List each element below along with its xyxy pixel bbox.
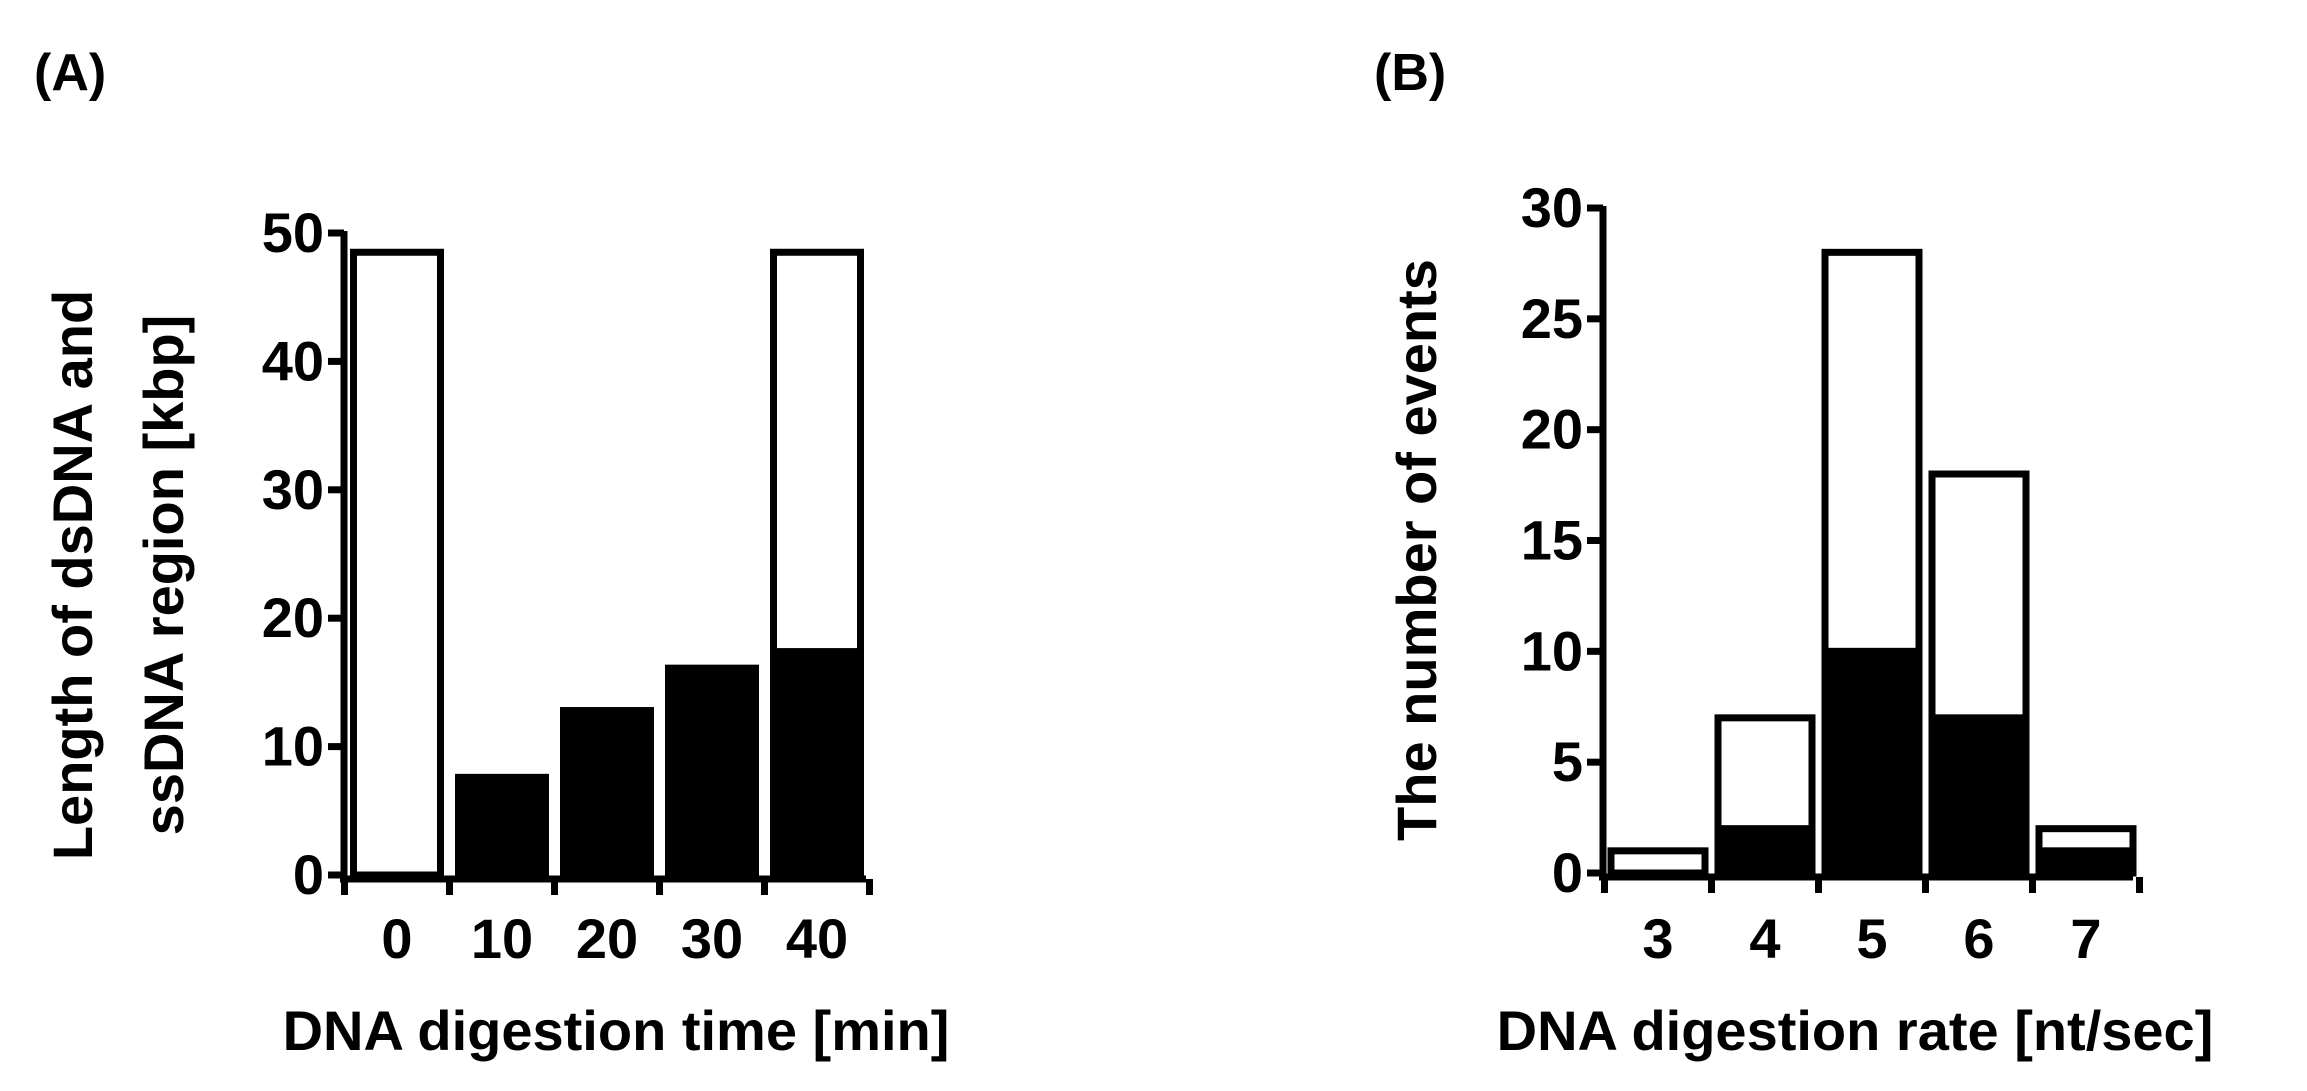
y-tick-label-40: 40 [262, 329, 324, 392]
x-axis: 0 10 20 30 40 [340, 875, 873, 970]
y-axis-label-line-1: Length of dsDNA and [41, 290, 104, 860]
x-tick-label-30: 30 [681, 907, 743, 970]
bars [1607, 248, 2137, 877]
bar-7-filled [2035, 847, 2137, 877]
y-tick-label-50: 50 [262, 201, 324, 264]
y-axis: 0 10 20 30 40 50 [262, 201, 348, 906]
y-tick-label-10: 10 [1521, 619, 1583, 682]
x-tick-label-6: 6 [1963, 907, 1994, 970]
x-tick-label-3: 3 [1642, 907, 1673, 970]
y-tick-label-10: 10 [262, 715, 324, 778]
x-tick-label-10: 10 [471, 907, 533, 970]
y-axis: 0 5 10 15 20 25 30 [1521, 176, 1607, 904]
x-tick-label-7: 7 [2070, 907, 2101, 970]
panel-label: (A) [34, 44, 106, 102]
bar-5-filled [1821, 647, 1923, 877]
x-axis: 3 4 5 6 7 [1599, 873, 2143, 970]
y-tick-label-30: 30 [1521, 176, 1583, 239]
y-tick-label-20: 20 [1521, 398, 1583, 461]
y-axis-label: The number of events [1385, 259, 1448, 841]
x-tick-label-4: 4 [1749, 907, 1780, 970]
y-tick-label-0: 0 [293, 843, 324, 906]
y-tick-label-0: 0 [1552, 841, 1583, 904]
x-tick-label-5: 5 [1856, 907, 1887, 970]
panel-a: (A) 0 10 20 30 40 50 0 10 20 30 40 Length of dsDN… [34, 44, 949, 1062]
bar-10-filled [455, 773, 549, 879]
y-tick-label-20: 20 [262, 586, 324, 649]
x-tick-label-20: 20 [576, 907, 638, 970]
bar-4-filled [1714, 825, 1816, 877]
x-tick-label-40: 40 [786, 907, 848, 970]
x-tick-label-0: 0 [381, 907, 412, 970]
panel-label: (B) [1374, 44, 1446, 102]
y-ticks: 0 5 10 15 20 25 30 [1521, 176, 1603, 904]
bar-0-total [350, 248, 444, 879]
bar-6-filled [1928, 714, 2030, 877]
panel-b: (B) 0 5 10 15 20 25 30 3 4 5 6 7 The number of eve… [1374, 44, 2213, 1062]
y-tick-label-30: 30 [262, 458, 324, 521]
bar-40-filled [770, 648, 864, 879]
bar-20-filled [560, 707, 654, 879]
x-ticks: 0 10 20 30 40 [341, 879, 873, 970]
bars [350, 248, 864, 879]
x-axis-label: DNA digestion time [min] [283, 999, 950, 1062]
y-tick-label-15: 15 [1521, 509, 1583, 572]
bar-30-filled [665, 664, 759, 879]
y-axis-label-line-2: ssDNA region [kbp] [132, 315, 195, 836]
x-ticks: 3 4 5 6 7 [1601, 877, 2143, 970]
x-axis-label: DNA digestion rate [nt/sec] [1497, 999, 2214, 1062]
y-tick-label-25: 25 [1521, 287, 1583, 350]
y-tick-label-5: 5 [1552, 730, 1583, 793]
y-ticks: 0 10 20 30 40 50 [262, 201, 344, 906]
bar-3-total [1607, 847, 1709, 877]
